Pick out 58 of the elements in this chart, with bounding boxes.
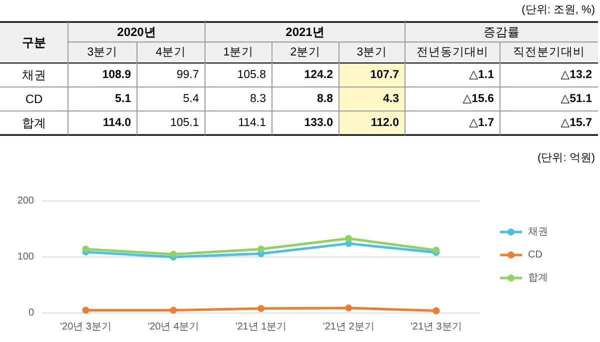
point [170,250,177,258]
point [432,307,440,314]
x-tick-label: '21년 2분기 [322,322,374,332]
text: 133.0 [304,117,333,129]
text: 채권 [22,68,46,82]
y-tick-label: 200 [17,196,34,206]
text: 107.7 [370,69,399,81]
text: 2분기 [290,46,321,58]
point [432,246,440,254]
text: 4.3 [383,93,399,105]
text: 5.1 [115,93,132,105]
point [82,306,90,314]
x-tick-label: '20년 4분기 [148,322,200,332]
legend-label: 합계 [528,272,548,284]
text: 3분기 [356,46,388,58]
text: 112.0 [370,117,399,129]
text: 8.8 [317,93,334,105]
x-tick-label: '20년 3분기 [60,322,112,332]
point [345,235,352,242]
y-tick-label: 100 [17,252,34,262]
point [170,306,177,314]
text: 2020년 [117,25,156,39]
text: △15.7 [560,117,592,129]
text: △1.1 [469,69,495,81]
text: 105.1 [170,117,199,129]
text: △1.7 [469,117,494,129]
text: △15.6 [462,93,494,105]
text: 114.1 [238,117,266,129]
text: 합계 [22,116,46,130]
point [258,305,264,312]
point [258,246,264,253]
text: 3분기 [87,46,118,58]
text: △51.1 [560,93,593,105]
y-tick-label: 0 [28,308,34,318]
text: CD [25,92,43,106]
text: 증감률 [484,25,520,39]
x-tick-label: '21년 1분기 [235,322,287,332]
text: 2021년 [286,25,324,39]
text: 114.0 [102,117,131,129]
text: △13.2 [560,69,592,81]
text: 124.2 [304,69,333,81]
point [345,304,352,312]
text: (단위: 억원) [538,152,595,164]
text: 105.8 [237,69,266,81]
text: 99.7 [176,69,199,81]
text: 전년동기대비 [416,46,488,58]
x-tick-label: '21년 3분기 [410,322,462,332]
text: 108.9 [102,69,131,81]
text: 8.3 [250,93,266,105]
legend-label: 채권 [528,226,548,238]
text: 4분기 [156,46,186,58]
text: 1분기 [223,46,254,58]
text: 5.4 [183,93,200,105]
text: 직전분기대비 [513,46,585,58]
text: 구분 [22,36,46,50]
text: (단위: 조원, %) [522,4,595,16]
legend-label: CD [528,250,542,260]
point [82,246,90,253]
